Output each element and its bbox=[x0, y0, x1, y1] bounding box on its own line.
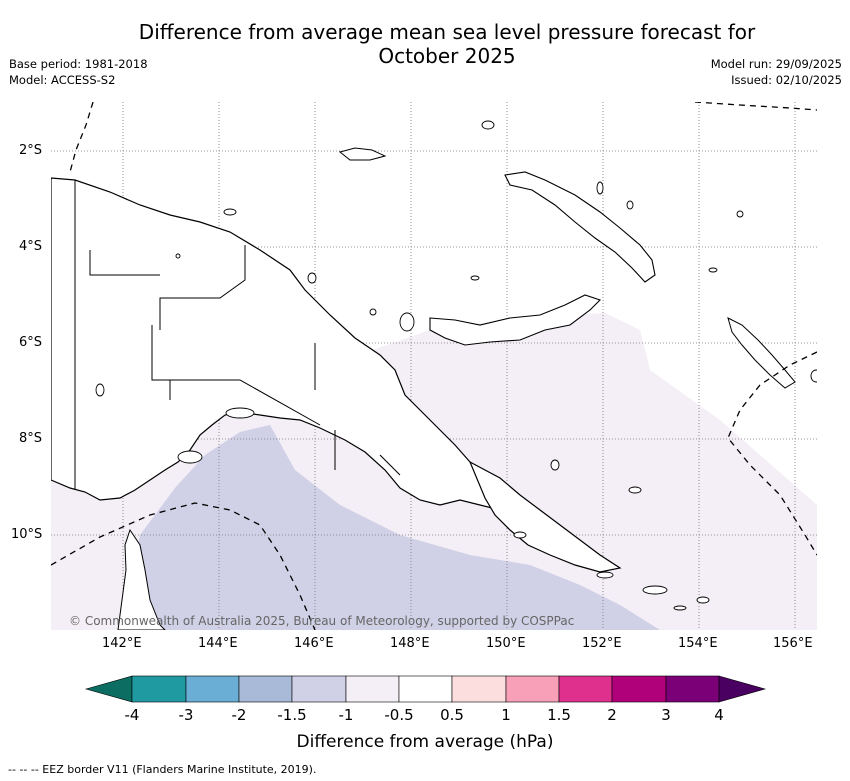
colorbar-tick: -0.5 bbox=[384, 706, 414, 724]
colorbar-bin bbox=[131, 675, 187, 703]
meta-right: Model run: 29/09/2025 Issued: 02/10/2025 bbox=[711, 56, 842, 88]
lon-label-146e: 146°E bbox=[294, 636, 334, 651]
map-area bbox=[51, 102, 817, 630]
manus-island bbox=[338, 147, 387, 161]
lat-label-10s: 10°S bbox=[11, 527, 43, 542]
lat-label-6s: 6°S bbox=[19, 335, 43, 350]
map-title: Difference from average mean sea level p… bbox=[138, 20, 756, 68]
new-britain-island bbox=[429, 294, 602, 346]
lon-label-148e: 148°E bbox=[390, 636, 430, 651]
papuan-peninsula bbox=[468, 460, 622, 573]
bougainville-island bbox=[727, 317, 796, 389]
colorbar-tick: 1.5 bbox=[547, 706, 571, 724]
colorbar-bin bbox=[238, 675, 293, 703]
colorbar-bin bbox=[505, 675, 560, 703]
colorbar-tick: 3 bbox=[661, 706, 671, 724]
eez-footer-note: -- -- -- EEZ border V11 (Flanders Marine… bbox=[8, 763, 317, 776]
model-run: Model run: 29/09/2025 bbox=[710, 57, 842, 71]
new-guinea-coastline bbox=[51, 177, 522, 516]
small-islands bbox=[95, 120, 817, 611]
lat-label-4s: 4°S bbox=[19, 239, 43, 254]
colorbar-tick: -3 bbox=[178, 706, 194, 724]
colorbar-tick: -4 bbox=[124, 706, 140, 724]
colorbar-extend-low bbox=[84, 675, 133, 703]
colorbar-tick: 4 bbox=[714, 706, 724, 724]
colorbar-tick: -2 bbox=[231, 706, 247, 724]
colorbar-tick: -1 bbox=[338, 706, 354, 724]
colorbar-tick: 0.5 bbox=[440, 706, 464, 724]
lon-label-144e: 144°E bbox=[198, 636, 238, 651]
colorbar-bin bbox=[345, 675, 400, 703]
lat-label-2s: 2°S bbox=[19, 143, 43, 158]
copyright-notice: © Commonwealth of Australia 2025, Bureau… bbox=[69, 614, 575, 628]
colorbar bbox=[84, 675, 767, 703]
lon-label-142e: 142°E bbox=[102, 636, 142, 651]
colorbar-bin bbox=[665, 675, 720, 703]
issued-date: Issued: 02/10/2025 bbox=[731, 73, 842, 87]
new-ireland-island bbox=[504, 171, 656, 283]
lon-label-156e: 156°E bbox=[773, 636, 813, 651]
colorbar-bin bbox=[398, 675, 453, 703]
shading-blue-grey bbox=[120, 425, 660, 630]
lat-label-8s: 8°S bbox=[19, 431, 43, 446]
colorbar-tick: 2 bbox=[607, 706, 617, 724]
colorbar-bin bbox=[185, 675, 240, 703]
eez-border bbox=[51, 102, 817, 630]
colorbar-tick: -1.5 bbox=[277, 706, 307, 724]
lon-label-150e: 150°E bbox=[486, 636, 526, 651]
colorbar-tick: 1 bbox=[501, 706, 511, 724]
colorbar-bin bbox=[611, 675, 667, 703]
model-name: Model: ACCESS-S2 bbox=[9, 73, 116, 87]
colorbar-bin bbox=[451, 675, 507, 703]
lon-label-154e: 154°E bbox=[678, 636, 718, 651]
colorbar-extend-high bbox=[718, 675, 767, 703]
colorbar-bin bbox=[291, 675, 347, 703]
colorbar-bin bbox=[558, 675, 613, 703]
meta-left: Base period: 1981-2018 Model: ACCESS-S2 bbox=[9, 56, 148, 88]
lon-label-152e: 152°E bbox=[582, 636, 622, 651]
province-borders bbox=[74, 180, 401, 490]
base-period: Base period: 1981-2018 bbox=[9, 57, 148, 71]
colorbar-title: Difference from average (hPa) bbox=[296, 732, 554, 752]
cape-york-coastline bbox=[117, 528, 166, 630]
